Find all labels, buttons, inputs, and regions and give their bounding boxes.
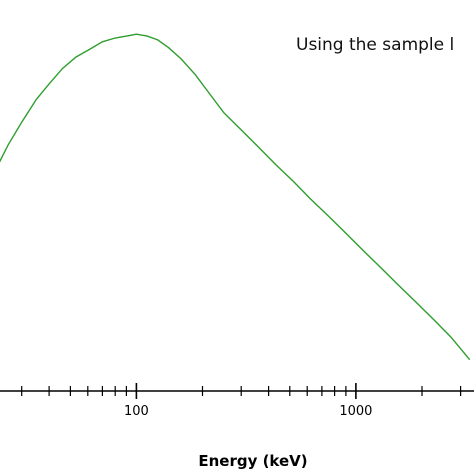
x-tick-label: 1000 xyxy=(339,404,372,419)
x-axis-ticks xyxy=(21,383,462,399)
x-axis-label: Energy (keV) xyxy=(198,452,307,470)
chart-title: Using the sample l xyxy=(296,35,454,55)
series-line xyxy=(0,33,471,361)
x-axis-tick-labels: 100 1000 xyxy=(124,404,372,419)
x-tick-label: 100 xyxy=(124,404,149,419)
